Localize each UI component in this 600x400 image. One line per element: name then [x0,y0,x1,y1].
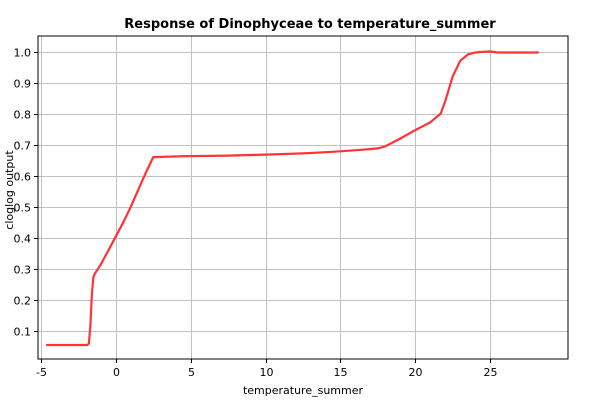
y-tick-label: 0.6 [14,171,32,184]
x-tick-label: 10 [260,366,274,379]
axis-ticks: -5 0 5 10 15 20 25 0.1 0.2 0.3 0.4 0.5 0.6 0.7 0.8 0.9 1… [14,47,498,380]
y-tick-label: 0.2 [14,295,32,308]
y-tick-label: 0.8 [14,109,32,122]
x-tick-label: 25 [484,366,498,379]
y-tick-label: 0.1 [14,326,32,339]
plot-area-frame [37,35,569,360]
y-tick-label: 0.9 [14,78,32,91]
x-axis-label: temperature_summer [243,384,364,397]
y-tick-label: 0.7 [14,140,32,153]
x-tick-label: 5 [188,366,195,379]
y-tick-label: 0.5 [14,202,32,215]
x-tick-label: 20 [409,366,423,379]
chart-title: Response of Dinophyceae to temperature_s… [124,17,496,32]
y-tick-label: 1.0 [14,47,32,60]
series-layer [45,50,540,347]
y-tick-label: 0.3 [14,264,32,277]
x-tick-label: -5 [36,366,47,379]
y-axis-label: cloglog output [3,150,16,230]
y-tick-label: 0.4 [14,233,32,246]
response-line [45,50,540,347]
grid [38,36,568,359]
x-tick-label: 15 [334,366,348,379]
x-tick-label: 0 [113,366,120,379]
